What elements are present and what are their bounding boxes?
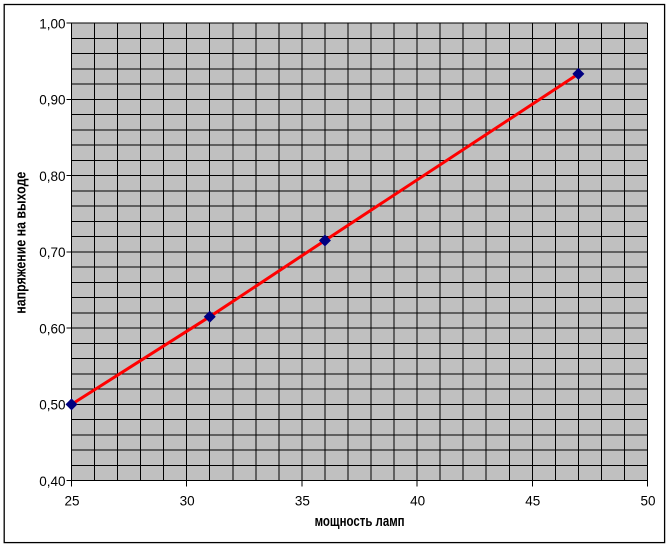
svg-text:25: 25 [64,494,79,509]
svg-text:0,90: 0,90 [39,93,65,108]
svg-text:40: 40 [410,494,425,509]
svg-text:1,00: 1,00 [39,16,65,31]
svg-text:35: 35 [295,494,310,509]
svg-text:30: 30 [180,494,195,509]
svg-text:0,70: 0,70 [39,245,65,260]
svg-text:мощность ламп: мощность ламп [315,514,405,530]
svg-text:0,40: 0,40 [39,474,65,489]
svg-text:50: 50 [640,494,655,509]
svg-text:0,50: 0,50 [39,398,65,413]
svg-text:45: 45 [525,494,540,509]
svg-text:0,60: 0,60 [39,321,65,336]
svg-text:0,80: 0,80 [39,169,65,184]
svg-text:напряжение на выходе: напряжение на выходе [13,172,29,314]
